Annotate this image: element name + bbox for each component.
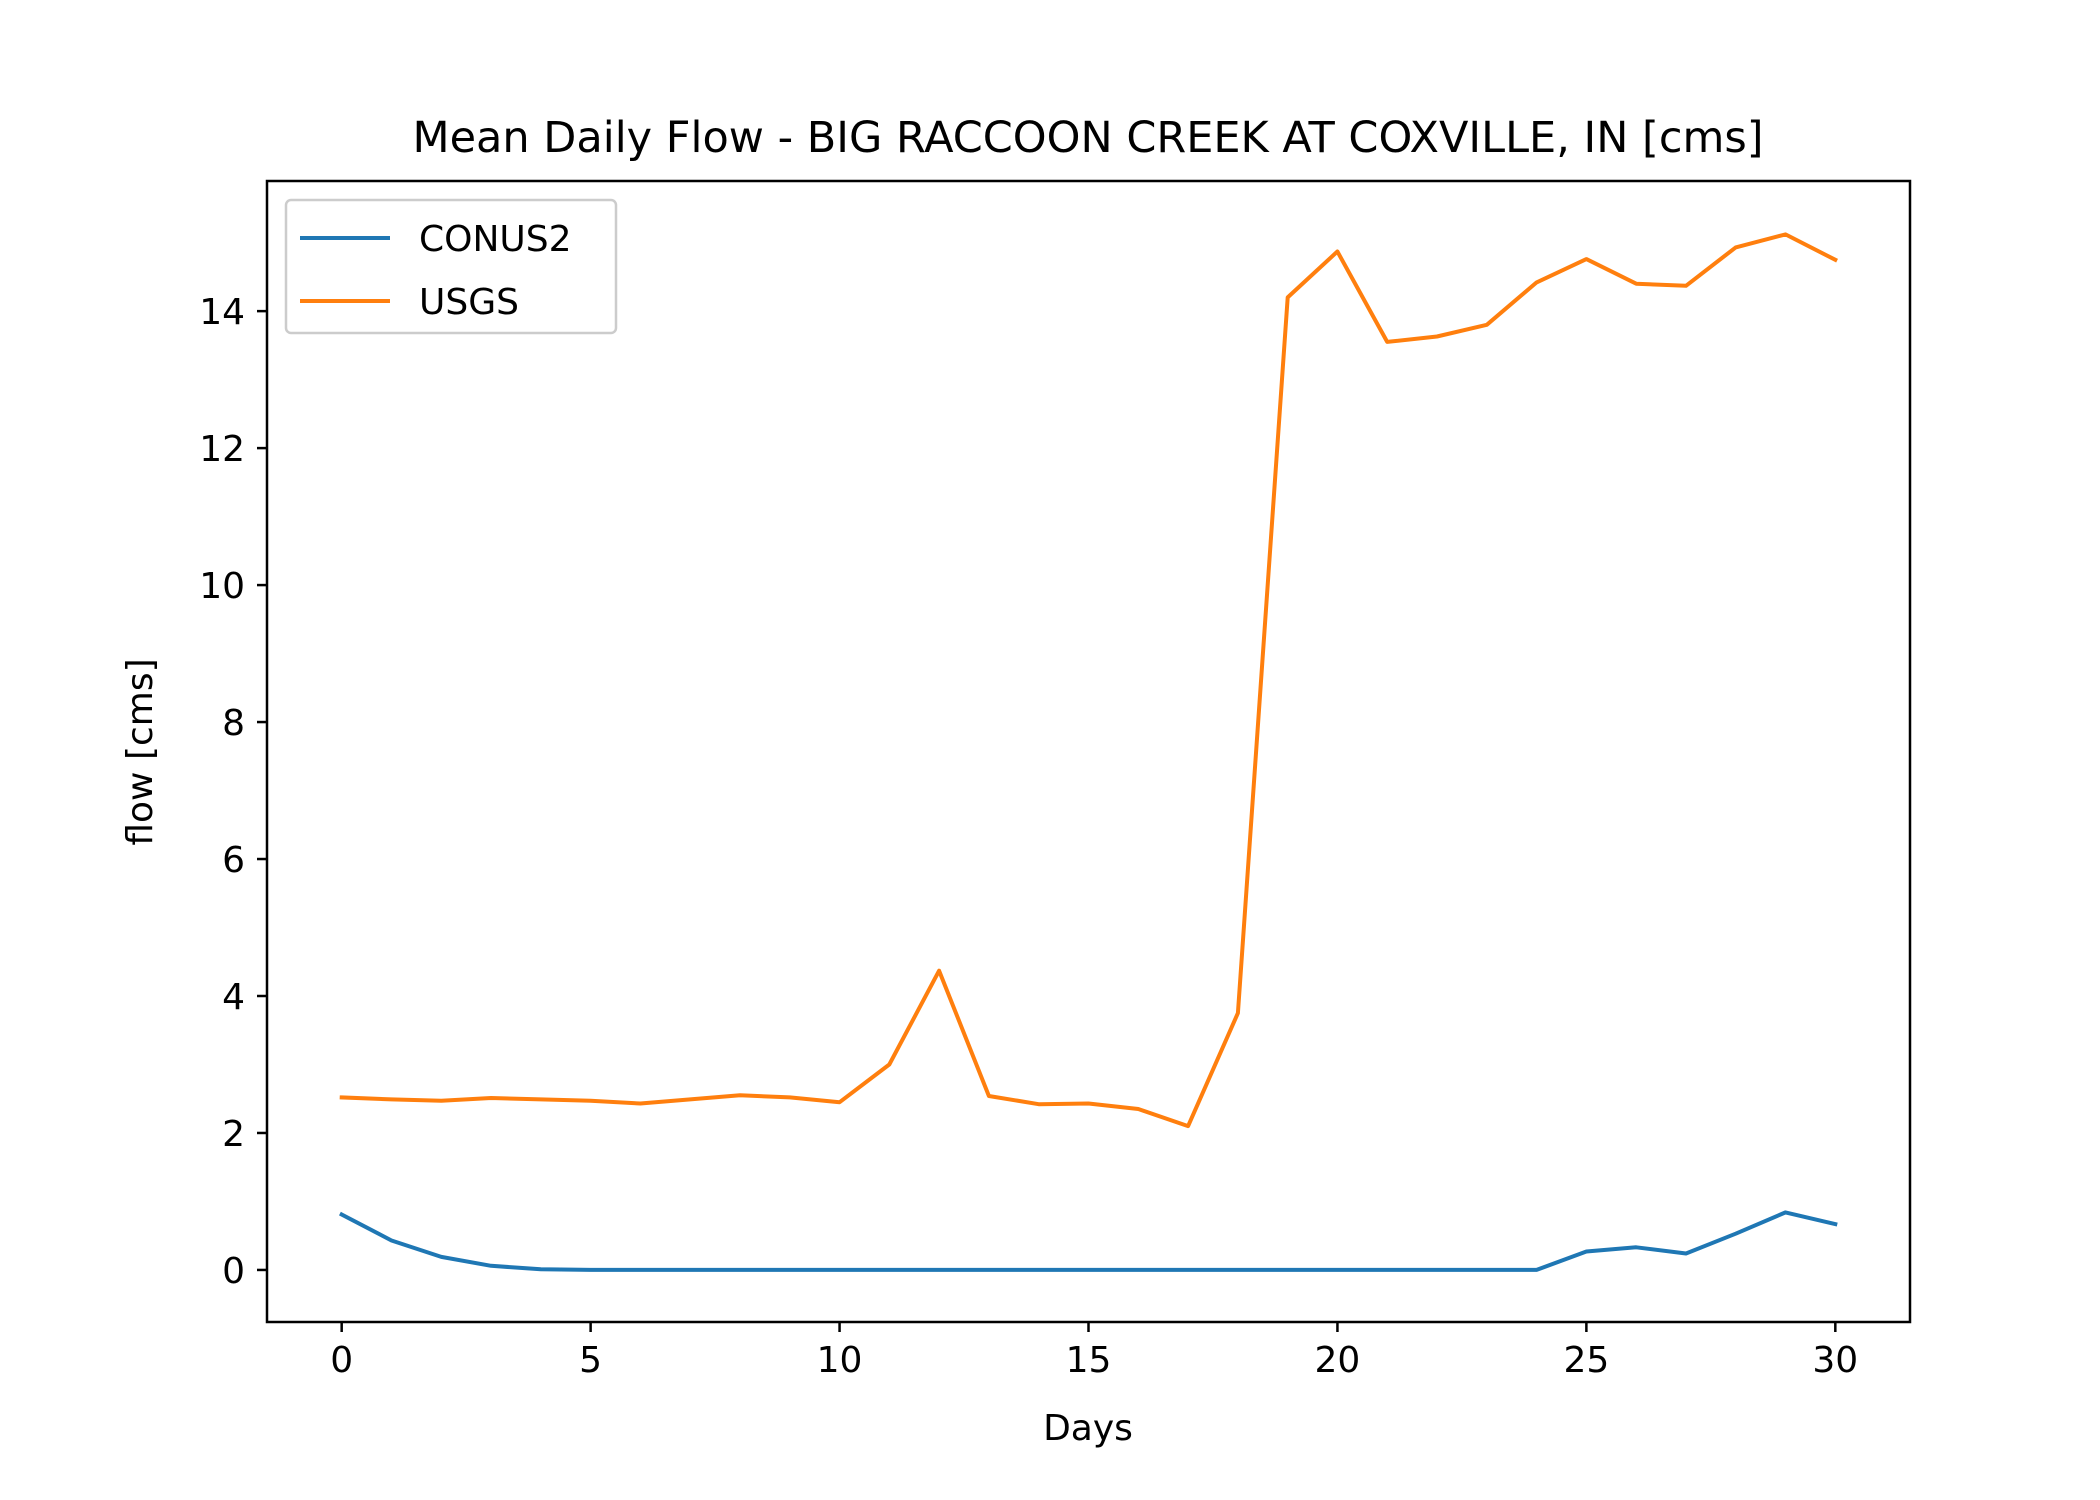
legend-label-usgs: USGS [419,282,519,323]
legend: CONUS2 USGS [284,198,618,335]
y-tick-label: 10 [199,566,245,607]
y-tick-label: 14 [199,292,245,333]
x-tick-label: 0 [330,1340,353,1381]
y-axis-label: flow [cms] [120,658,161,845]
y-tick-label: 6 [222,840,245,881]
series-lines [339,232,1838,1272]
legend-label-conus2: CONUS2 [419,219,572,260]
y-tick-label: 8 [222,703,245,744]
y-tick-label: 2 [222,1114,245,1155]
x-axis-label: Days [1043,1408,1133,1449]
y-tick-label: 12 [199,429,245,470]
plot-frame [265,179,1912,1324]
x-tick-label: 10 [817,1340,863,1381]
series-line-conus2 [339,1210,1838,1272]
x-tick-label: 15 [1066,1340,1112,1381]
x-tick-label: 20 [1315,1340,1361,1381]
y-tick-label: 4 [222,977,245,1018]
x-tick-label: 25 [1563,1340,1609,1381]
x-tick-label: 30 [1812,1340,1858,1381]
y-tick-label: 0 [222,1251,245,1292]
series-line-usgs [339,232,1838,1129]
chart-title: Mean Daily Flow - BIG RACCOON CREEK AT C… [412,113,1763,163]
axis-ticks: 0 5 10 15 20 25 30 0 2 4 6 8 10 12 14 [199,292,1858,1381]
x-tick-label: 5 [579,1340,602,1381]
